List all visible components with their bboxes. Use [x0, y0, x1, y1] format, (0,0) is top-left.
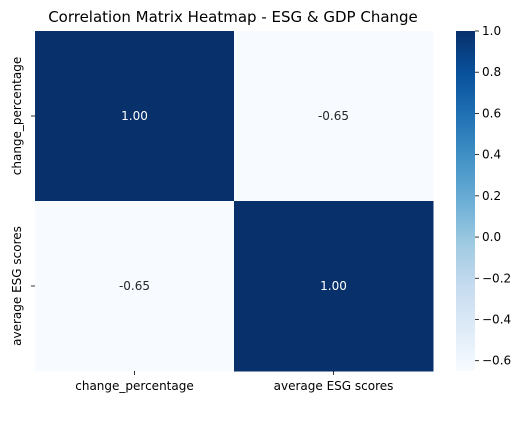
heatmap-cell-r0-c1 — [234, 31, 434, 202]
cell-annotation-r1-c0: -0.65 — [119, 279, 150, 293]
colorbar-tick-label: 0.0 — [482, 230, 501, 244]
colorbar-tick-label: 0.6 — [482, 106, 501, 120]
x-tick-label: average ESG scores — [274, 379, 394, 393]
colorbar-tick-label: −0.6 — [482, 354, 511, 368]
x-axis: change_percentage average ESG scores — [75, 371, 393, 393]
colorbar-tick-label: 0.8 — [482, 65, 501, 79]
colorbar-tick-label: 0.2 — [482, 189, 501, 203]
x-tick-label: change_percentage — [75, 379, 193, 393]
heatmap-cell-r1-c1 — [234, 201, 434, 372]
y-tick-label: average ESG scores — [10, 226, 24, 346]
colorbar-tick-label: 0.4 — [482, 148, 501, 162]
colorbar-tick-label: −0.4 — [482, 312, 511, 326]
cell-annotation-r0-c1: -0.65 — [318, 109, 349, 123]
heatmap-cell-r1-c0 — [35, 201, 235, 372]
colorbar-tick-label: 1.0 — [482, 24, 501, 38]
y-tick-label: change_percentage — [10, 57, 24, 175]
chart-title: Correlation Matrix Heatmap - ESG & GDP C… — [48, 8, 418, 26]
colorbar — [456, 31, 475, 371]
cell-annotation-r1-c1: 1.00 — [320, 279, 347, 293]
colorbar-axis: 1.0 0.8 0.6 0.4 0.2 0.0 −0.2 −0.4 −0.6 — [475, 24, 511, 368]
colorbar-tick-label: −0.2 — [482, 271, 511, 285]
cell-annotations: 1.00 -0.65 -0.65 1.00 — [119, 109, 349, 293]
heatmap-cells — [35, 31, 434, 372]
heatmap-cell-r0-c0 — [35, 31, 235, 202]
cell-annotation-r0-c0: 1.00 — [121, 109, 148, 123]
